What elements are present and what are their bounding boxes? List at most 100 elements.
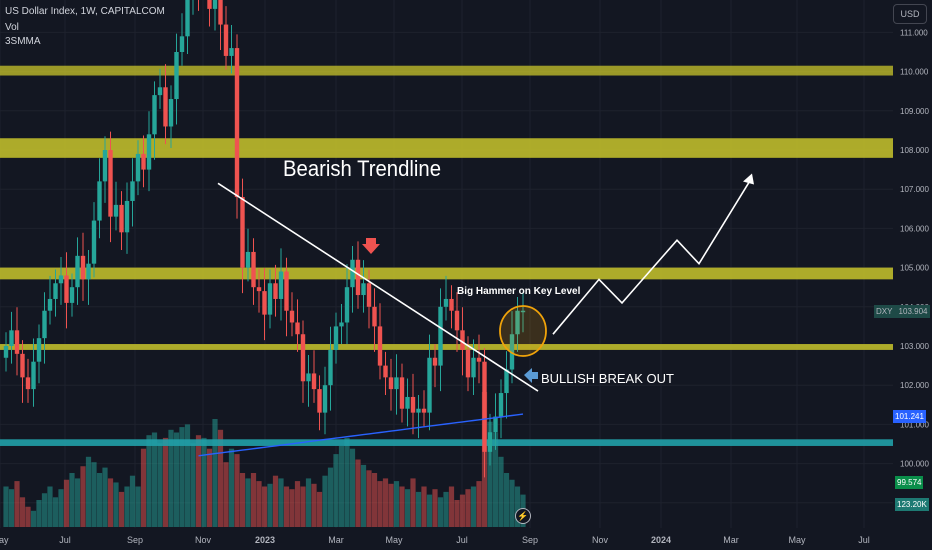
candle-body [487,432,493,452]
candle-body [476,357,482,362]
candle-body [306,373,311,382]
volume-bar [256,481,262,527]
volume-bar [333,454,339,527]
price-tick-label: 106.000 [900,224,929,233]
candle-body [504,369,509,394]
candle-body [47,298,53,311]
candle-body [80,255,86,280]
candle-body [410,396,416,413]
volume-bar [338,446,345,527]
volume-indicator-label[interactable]: Vol [5,22,19,33]
time-tick-label: May [788,535,806,545]
chart-grid [0,0,893,528]
volume-bar [47,486,53,527]
candle-body [482,361,487,452]
smma-indicator-label[interactable]: 3SMMA [5,36,41,47]
price-tick-label: 101.000 [900,420,929,429]
candle-body [262,291,267,315]
volume-bar [410,478,416,527]
volume-bar [454,500,460,527]
candle-body [460,330,465,350]
volume-bar [162,437,169,527]
lightning-icon[interactable]: ⚡ [515,508,531,524]
time-tick-label: Mar [328,535,344,545]
volume-bar [278,478,284,527]
volume-bar [311,483,317,527]
volume-bar [509,479,515,527]
volume-bar [195,435,202,527]
time-tick-label: Nov [195,535,212,545]
candle-body [58,275,64,284]
candle-body [14,330,20,354]
price-tick-label: 102.000 [900,381,929,390]
key-zone [0,267,893,280]
candle-body [278,271,284,299]
candle-body [3,346,9,358]
ma-price-tag: 101.241 [893,410,926,423]
volume-bar [448,486,455,527]
volume-bar [118,491,125,527]
candle-body [322,385,328,413]
price-tick-label: 108.000 [900,146,929,155]
price-axis[interactable]: 111.000 110.000 109.000 108.000 107.000 106.0… [893,0,932,550]
price-tick-label: 103.000 [900,342,929,351]
volume-bar [234,454,240,527]
volume-bar [124,486,130,527]
volume-bar [371,473,378,527]
volume-bar [206,448,213,527]
candle-body [427,357,432,413]
breakout-label: BULLISH BREAK OUT [541,371,674,386]
volume-bar [487,421,493,527]
volume-bar [514,486,521,527]
candle-body [20,353,25,378]
time-tick-label: Sep [522,535,538,545]
volume-bar [316,491,323,527]
volume-bar [25,506,31,527]
candle-body [267,283,273,315]
candle-body [207,0,212,9]
volume-bar [245,478,251,527]
candle-body [108,150,113,217]
volume-bar [135,486,141,527]
volume-bar [393,481,400,527]
candle-body [31,361,36,390]
candle-body [185,0,190,37]
candle-body [372,306,377,327]
candle-body [509,334,515,370]
candle-body [333,326,339,350]
volume-bar [426,494,433,527]
time-axis[interactable]: May Jul Sep Nov 2023 Mar May Jul Sep Nov 2024 Mar Ma… [0,528,932,550]
volume-bar [151,432,158,527]
candle-body [344,287,350,323]
last-price-value: 103.904 [898,307,928,316]
moving-average-line [198,413,524,457]
time-tick-label: Jul [59,535,71,545]
candle-body [102,150,108,182]
volume-bar [349,448,356,527]
candle-body [146,134,152,170]
candle-body [25,377,31,390]
chart-title[interactable]: US Dollar Index, 1W, CAPITALCOM [5,6,165,17]
volume-bar [267,483,273,527]
candle-body [399,377,405,409]
volume-bar [465,489,471,527]
time-tick-label: 2023 [255,535,275,545]
volume-bar [250,473,257,527]
time-tick-label: May [0,535,9,545]
volume-bar [3,486,9,527]
volume-bar [217,429,224,527]
volume-bar [74,478,81,527]
volume-bar [129,475,136,527]
candle-body [64,275,69,303]
volume-bar [388,483,394,527]
candle-body [289,310,295,323]
volume-green-tag: 99.574 [895,476,924,489]
volume-bar [283,486,290,527]
candle-body [361,283,366,296]
volume-bar [223,462,229,527]
currency-button[interactable]: USD [893,4,927,24]
volume-bar [179,427,185,527]
volume-bar [201,437,207,527]
candle-body [284,271,289,311]
